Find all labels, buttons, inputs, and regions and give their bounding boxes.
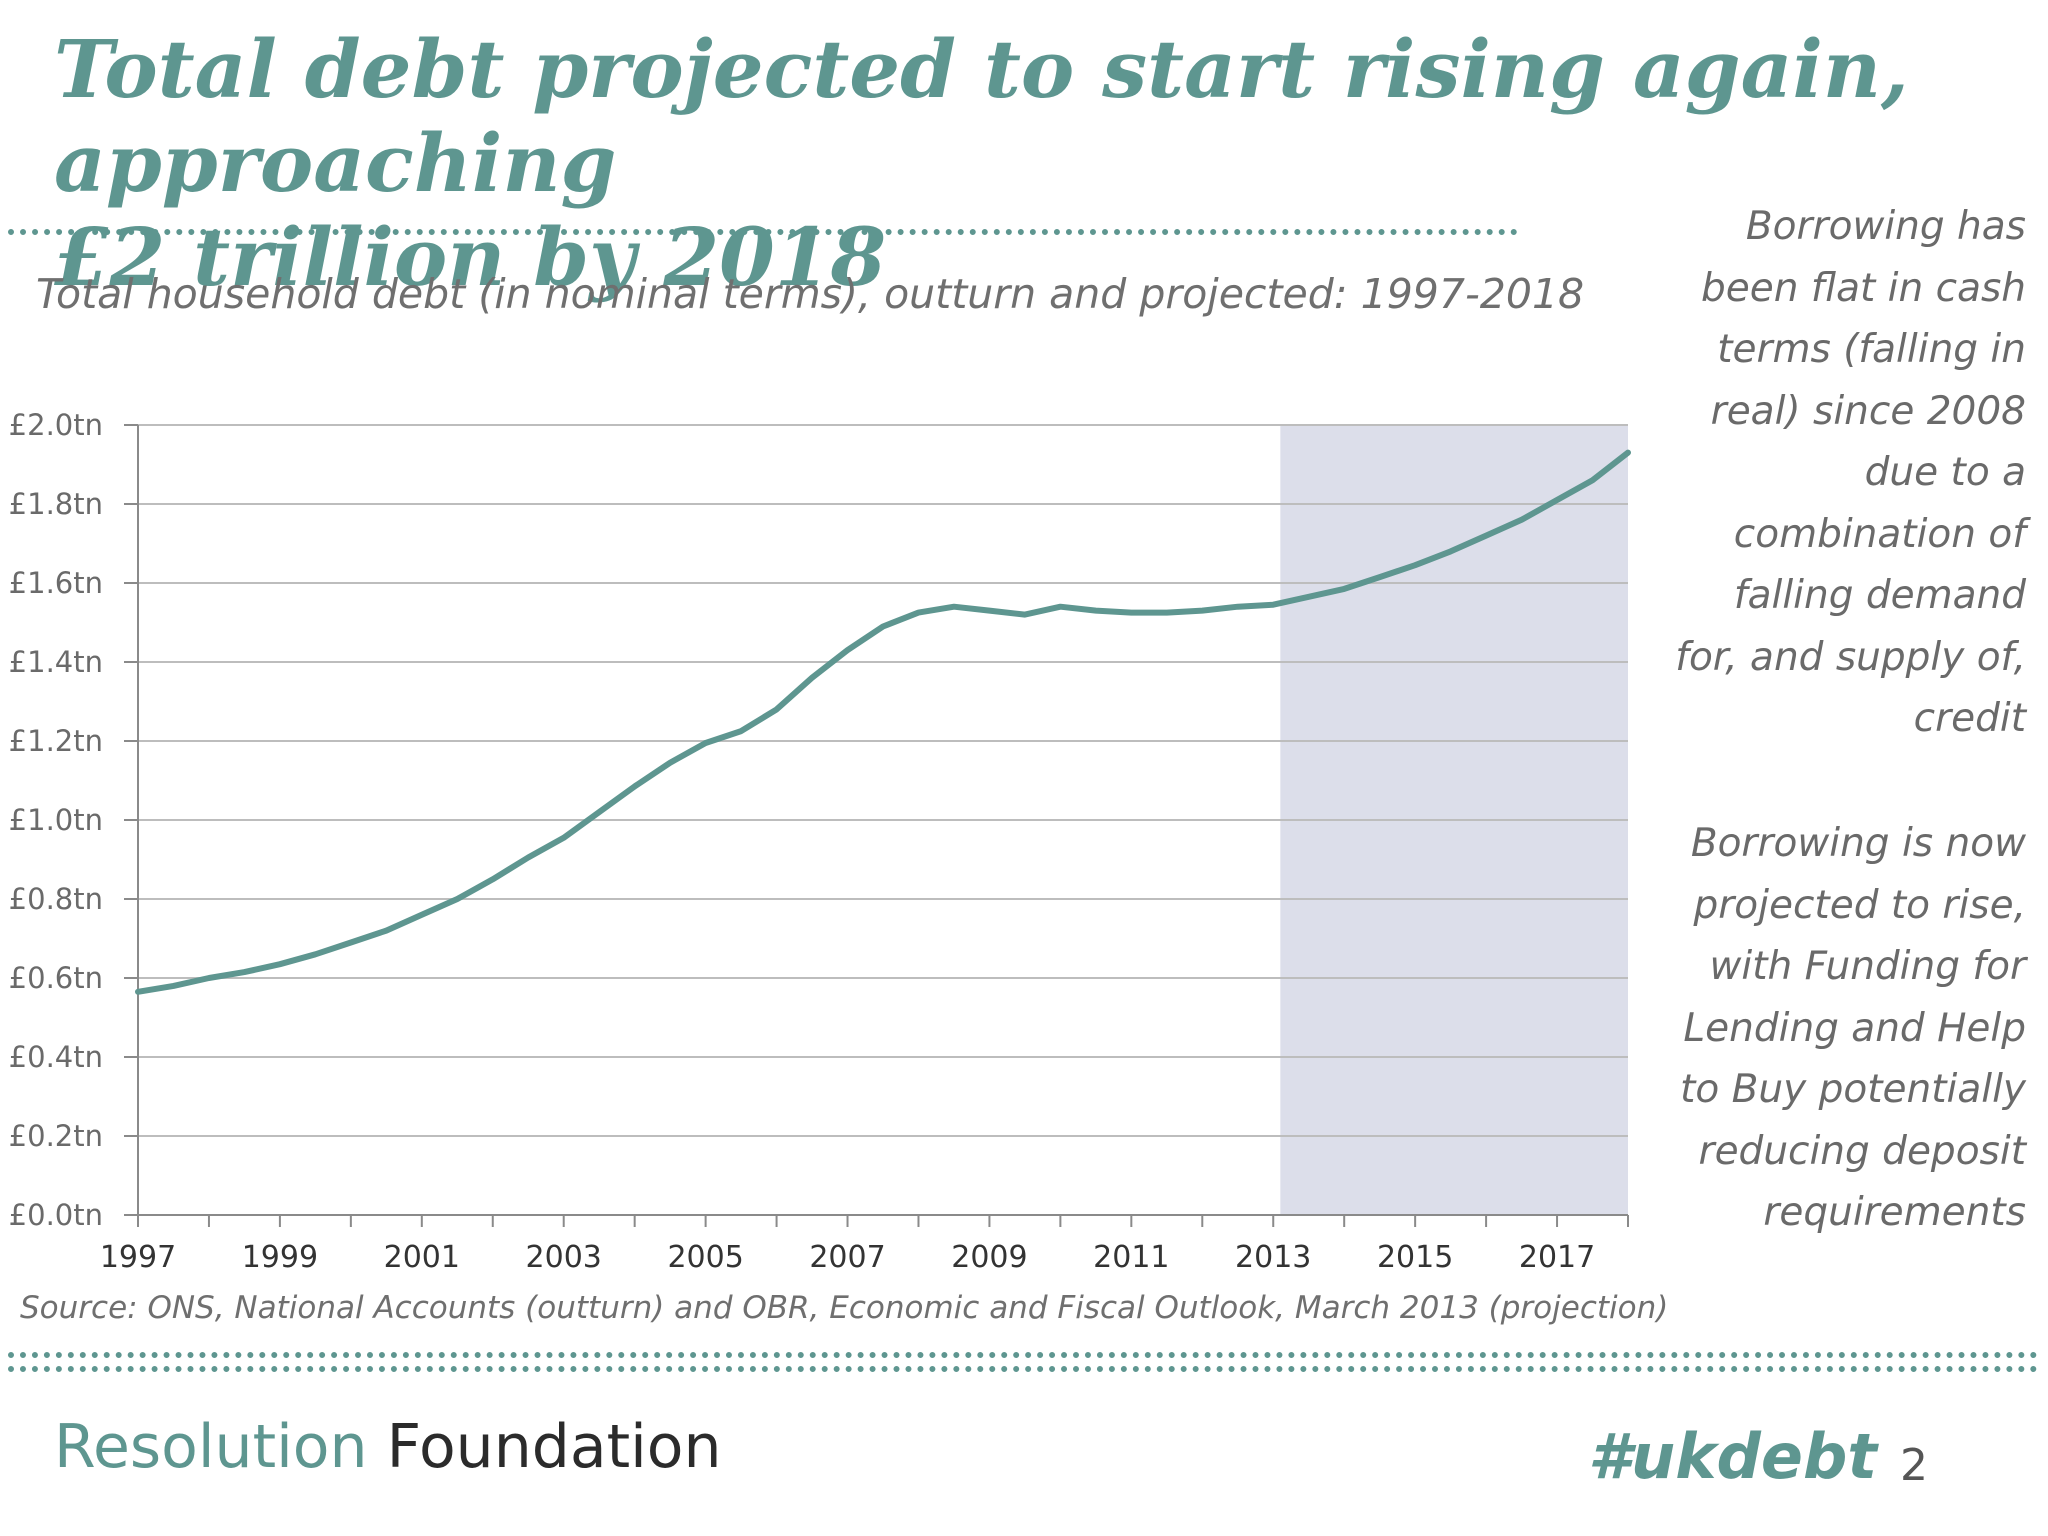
- title-divider: [8, 229, 1518, 235]
- side-note-2-line: with Funding for: [1709, 944, 2026, 989]
- slide-title: Total debt projected to start rising aga…: [54, 22, 2014, 304]
- x-tick-label: 1997: [100, 1240, 176, 1275]
- side-note-1-line: credit: [1913, 696, 2026, 741]
- x-tick-label: 2009: [951, 1240, 1027, 1275]
- x-tick-label: 2003: [526, 1240, 602, 1275]
- y-tick-label: £1.2tn: [9, 724, 103, 758]
- brand-logo: Resolution Foundation: [54, 1412, 722, 1482]
- y-tick-label: £0.2tn: [9, 1119, 103, 1153]
- side-note-2-line: reducing deposit: [1698, 1128, 2026, 1174]
- x-tick-label: 2015: [1377, 1240, 1453, 1275]
- footer-divider-top: [8, 1352, 2038, 1358]
- y-tick-label: £0.8tn: [9, 882, 103, 916]
- brand-name-part1: Resolution: [54, 1412, 368, 1482]
- side-note-1-line: falling demand: [1733, 573, 2026, 618]
- side-note-projected-rise: Borrowing is now projected to rise, with…: [1596, 813, 2026, 1244]
- x-tick-label: 2013: [1235, 1240, 1311, 1275]
- y-tick-label: £2.0tn: [9, 408, 103, 442]
- title-line-2: £2 trillion by 2018: [54, 210, 887, 304]
- hashtag: #ukdebt: [1588, 1420, 1877, 1493]
- y-tick-label: £0.0tn: [9, 1198, 103, 1232]
- y-tick-label: £0.6tn: [9, 961, 103, 995]
- x-tick-label: 1999: [242, 1240, 318, 1275]
- x-tick-label: 2011: [1093, 1240, 1169, 1275]
- side-note-1-line: due to a: [1864, 450, 2026, 495]
- side-note-2-line: requirements: [1763, 1190, 2026, 1235]
- side-note-1-line: Borrowing has: [1745, 204, 2026, 249]
- page-number: 2: [1900, 1440, 1928, 1491]
- y-tick-label: £1.8tn: [9, 487, 103, 521]
- chart-title: Total household debt (in nominal terms),…: [36, 270, 1585, 318]
- y-tick-label: £1.0tn: [9, 803, 103, 837]
- x-tick-label: 2001: [384, 1240, 460, 1275]
- side-note-1-line: real) since 2008: [1710, 388, 2026, 434]
- footer-divider-bottom: [8, 1366, 2038, 1372]
- side-note-2-line: Lending and Help: [1683, 1005, 2026, 1051]
- x-tick-label: 2007: [809, 1240, 885, 1275]
- source-note: Source: ONS, National Accounts (outturn)…: [20, 1290, 1669, 1326]
- y-tick-label: £1.6tn: [9, 566, 103, 600]
- side-note-flat-borrowing: Borrowing has been flat in cash terms (f…: [1596, 196, 2026, 750]
- side-note-1-line: combination of: [1733, 511, 2026, 557]
- side-note-2-line: projected to rise,: [1693, 882, 2027, 928]
- debt-line-chart: £0.0tn £0.2tn £0.4tn £0.6tn £0.8tn £1.0tn £1.2…: [9, 408, 1631, 1275]
- brand-name-part2: Foundation: [386, 1412, 722, 1482]
- title-line-1: Total debt projected to start rising aga…: [54, 22, 1909, 210]
- x-tick-label: 2005: [667, 1240, 743, 1275]
- y-tick-label: £1.4tn: [9, 645, 103, 679]
- y-tick-label: £0.4tn: [9, 1040, 103, 1074]
- total-debt-series-line: [135, 449, 1631, 995]
- side-note-1-line: terms (falling in: [1717, 327, 2026, 372]
- side-note-2-line: to Buy potentially: [1680, 1067, 2026, 1112]
- side-note-2-line: Borrowing is now: [1690, 821, 2026, 866]
- side-note-1-line: for, and supply of,: [1675, 634, 2026, 680]
- side-note-1-line: been flat in cash: [1701, 265, 2026, 311]
- x-tick-label: 2017: [1519, 1240, 1595, 1275]
